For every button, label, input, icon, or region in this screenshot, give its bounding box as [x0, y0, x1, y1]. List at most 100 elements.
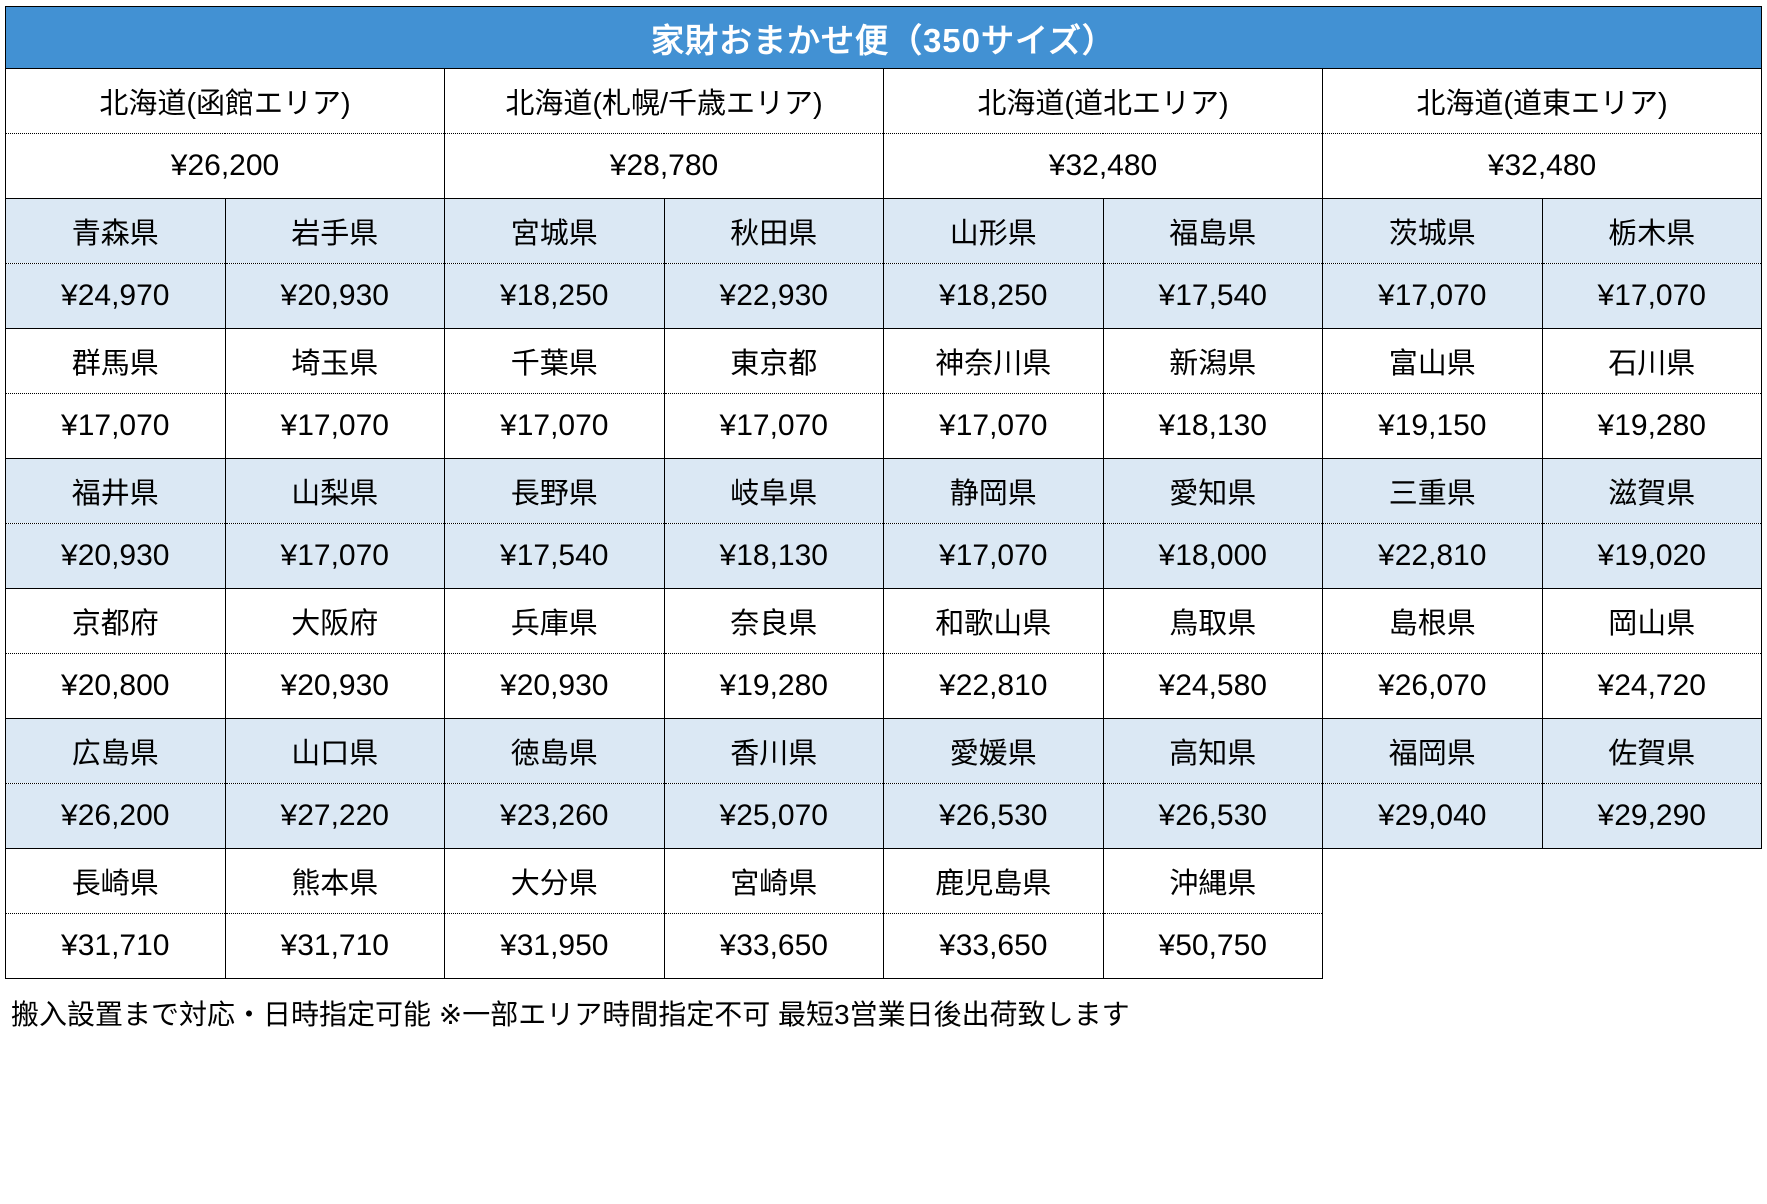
pref-name-cell: 岐阜県: [663, 458, 884, 524]
pref-name-cell: 岩手県: [224, 198, 445, 264]
pref-name-cell: 愛媛県: [883, 718, 1104, 784]
pref-name-cell: 群馬県: [5, 328, 226, 394]
price-cell: ¥19,280: [663, 653, 884, 719]
price-cell: ¥26,530: [1102, 783, 1323, 849]
pref-name-cell: 福島県: [1102, 198, 1323, 264]
pref-name-cell: 新潟県: [1102, 328, 1323, 394]
price-cell: ¥29,290: [1541, 783, 1762, 849]
price-cell: ¥18,130: [663, 523, 884, 589]
price-cell: ¥33,650: [663, 913, 884, 979]
pref-name-cell: 和歌山県: [883, 588, 1104, 654]
price-cell: ¥17,070: [224, 523, 445, 589]
empty-cell: [1542, 913, 1762, 979]
footer-note: 搬入設置まで対応・日時指定可能 ※一部エリア時間指定不可 最短3営業日後出荷致し…: [11, 999, 1130, 1030]
price-cell: ¥20,930: [5, 523, 226, 589]
area-name-cell: 北海道(函館エリア): [5, 68, 445, 134]
price-table-card: 家財おまかせ便（350サイズ） 北海道(函館エリア) 北海道(札幌/千歳エリア)…: [5, 6, 1762, 1030]
price-row: ¥24,970 ¥20,930 ¥18,250 ¥22,930 ¥18,250 …: [5, 263, 1762, 329]
price-cell: ¥26,200: [5, 783, 226, 849]
pref-name-cell: 山梨県: [224, 458, 445, 524]
pref-name-cell: 佐賀県: [1541, 718, 1762, 784]
pref-name-cell: 山形県: [883, 198, 1104, 264]
pref-name-row: 広島県 山口県 徳島県 香川県 愛媛県 高知県 福岡県 佐賀県: [5, 718, 1762, 784]
pref-name-cell: 千葉県: [444, 328, 665, 394]
area-name-cell: 北海道(札幌/千歳エリア): [444, 68, 884, 134]
pref-name-cell: 鹿児島県: [883, 848, 1104, 914]
price-cell: ¥26,200: [5, 133, 445, 199]
pref-name-cell: 奈良県: [663, 588, 884, 654]
pref-name-cell: 滋賀県: [1541, 458, 1762, 524]
price-cell: ¥29,040: [1322, 783, 1543, 849]
pref-name-cell: 石川県: [1541, 328, 1762, 394]
price-cell: ¥32,480: [883, 133, 1323, 199]
pref-name-cell: 静岡県: [883, 458, 1104, 524]
price-row: ¥31,710 ¥31,710 ¥31,950 ¥33,650 ¥33,650 …: [5, 913, 1762, 979]
price-cell: ¥17,070: [5, 393, 226, 459]
empty-cell: [1322, 848, 1542, 914]
price-cell: ¥26,530: [883, 783, 1104, 849]
price-cell: ¥31,710: [224, 913, 445, 979]
pref-name-cell: 青森県: [5, 198, 226, 264]
price-row: ¥20,800 ¥20,930 ¥20,930 ¥19,280 ¥22,810 …: [5, 653, 1762, 719]
price-row: ¥26,200 ¥27,220 ¥23,260 ¥25,070 ¥26,530 …: [5, 783, 1762, 849]
table-title: 家財おまかせ便（350サイズ）: [5, 6, 1762, 68]
pref-name-row: 群馬県 埼玉県 千葉県 東京都 神奈川県 新潟県 富山県 石川県: [5, 328, 1762, 394]
price-cell: ¥18,130: [1102, 393, 1323, 459]
price-cell: ¥18,250: [444, 263, 665, 329]
pref-name-cell: 福岡県: [1322, 718, 1543, 784]
pref-name-cell: 熊本県: [224, 848, 445, 914]
pref-name-cell: 三重県: [1322, 458, 1543, 524]
price-cell: ¥17,070: [224, 393, 445, 459]
pref-name-cell: 宮崎県: [663, 848, 884, 914]
pref-name-cell: 茨城県: [1322, 198, 1543, 264]
empty-cell: [1542, 848, 1762, 914]
pref-name-cell: 香川県: [663, 718, 884, 784]
price-cell: ¥22,810: [1322, 523, 1543, 589]
pref-name-cell: 長崎県: [5, 848, 226, 914]
price-cell: ¥28,780: [444, 133, 884, 199]
price-cell: ¥31,710: [5, 913, 226, 979]
pref-name-row: 京都府 大阪府 兵庫県 奈良県 和歌山県 鳥取県 島根県 岡山県: [5, 588, 1762, 654]
empty-cell: [1322, 913, 1542, 979]
price-cell: ¥32,480: [1322, 133, 1762, 199]
pref-name-cell: 東京都: [663, 328, 884, 394]
pref-name-cell: 京都府: [5, 588, 226, 654]
price-row: ¥17,070 ¥17,070 ¥17,070 ¥17,070 ¥17,070 …: [5, 393, 1762, 459]
hokkaido-price-row: ¥26,200 ¥28,780 ¥32,480 ¥32,480: [5, 133, 1762, 199]
price-cell: ¥23,260: [444, 783, 665, 849]
pref-name-cell: 高知県: [1102, 718, 1323, 784]
price-cell: ¥25,070: [663, 783, 884, 849]
pref-name-row: 福井県 山梨県 長野県 岐阜県 静岡県 愛知県 三重県 滋賀県: [5, 458, 1762, 524]
pref-name-cell: 岡山県: [1541, 588, 1762, 654]
price-row: ¥20,930 ¥17,070 ¥17,540 ¥18,130 ¥17,070 …: [5, 523, 1762, 589]
area-name-cell: 北海道(道北エリア): [883, 68, 1323, 134]
price-cell: ¥17,070: [1541, 263, 1762, 329]
pref-name-cell: 大分県: [444, 848, 665, 914]
price-cell: ¥22,810: [883, 653, 1104, 719]
price-cell: ¥24,580: [1102, 653, 1323, 719]
pref-name-cell: 沖縄県: [1102, 848, 1323, 914]
hokkaido-area-row: 北海道(函館エリア) 北海道(札幌/千歳エリア) 北海道(道北エリア) 北海道(…: [5, 68, 1762, 134]
pref-name-cell: 大阪府: [224, 588, 445, 654]
pref-name-row: 青森県 岩手県 宮城県 秋田県 山形県 福島県 茨城県 栃木県: [5, 198, 1762, 264]
price-cell: ¥19,020: [1541, 523, 1762, 589]
pref-name-cell: 秋田県: [663, 198, 884, 264]
pref-name-cell: 栃木県: [1541, 198, 1762, 264]
pref-name-cell: 愛知県: [1102, 458, 1323, 524]
price-cell: ¥17,540: [444, 523, 665, 589]
pref-name-cell: 徳島県: [444, 718, 665, 784]
price-cell: ¥17,070: [444, 393, 665, 459]
price-cell: ¥17,070: [883, 393, 1104, 459]
price-cell: ¥24,720: [1541, 653, 1762, 719]
area-name-cell: 北海道(道東エリア): [1322, 68, 1762, 134]
pref-name-cell: 福井県: [5, 458, 226, 524]
price-cell: ¥27,220: [224, 783, 445, 849]
price-cell: ¥20,800: [5, 653, 226, 719]
price-cell: ¥31,950: [444, 913, 665, 979]
price-cell: ¥19,150: [1322, 393, 1543, 459]
price-cell: ¥18,250: [883, 263, 1104, 329]
price-cell: ¥18,000: [1102, 523, 1323, 589]
price-cell: ¥20,930: [224, 263, 445, 329]
pref-name-cell: 広島県: [5, 718, 226, 784]
price-cell: ¥22,930: [663, 263, 884, 329]
